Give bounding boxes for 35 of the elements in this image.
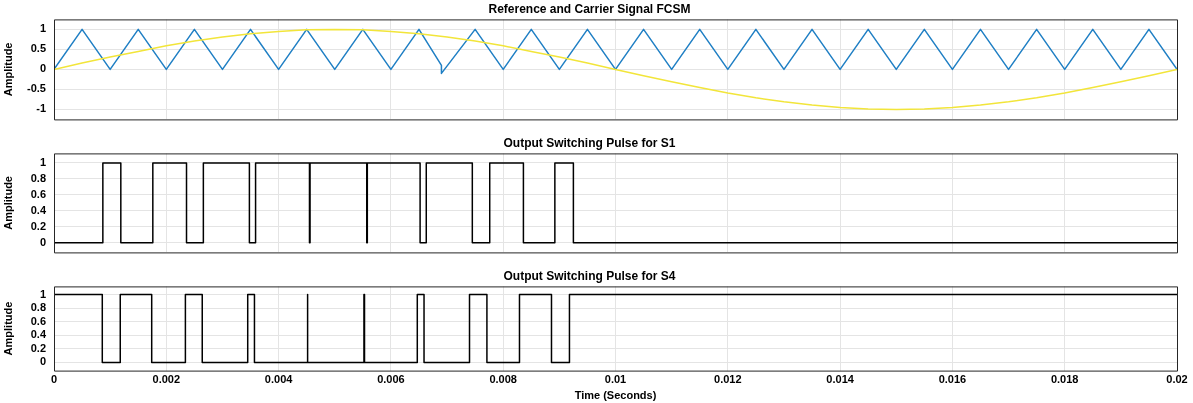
y-tick-label: 0.4 (30, 328, 47, 341)
chart-title: Output Switching Pulse for S1 (503, 135, 676, 150)
y-tick-label: 0.8 (30, 171, 46, 184)
x-tick-label: 0.016 (938, 373, 967, 386)
y-tick-label: -1 (36, 102, 46, 115)
chart-title: Output Switching Pulse for S4 (503, 268, 676, 283)
y-tick-label: 1 (39, 156, 46, 169)
chart-title: Reference and Carrier Signal FCSM (488, 1, 691, 16)
x-tick-label: 0.008 (489, 373, 517, 386)
x-tick-label: 0.01 (604, 373, 627, 386)
y-axis-title: Amplitude (1, 301, 14, 356)
y-tick-label: 0.6 (30, 314, 46, 327)
y-tick-label: 1 (39, 287, 46, 300)
y-tick-label: 0 (39, 235, 46, 248)
y-axis-title: Amplitude (1, 176, 14, 230)
y-tick-label: 0.4 (30, 203, 47, 216)
x-tick-label: 0.004 (264, 373, 294, 386)
y-tick-label: 0.6 (30, 187, 46, 200)
x-tick-label: 0.002 (152, 373, 181, 386)
x-tick-label: 0 (50, 373, 58, 386)
x-tick-label: 0.006 (377, 373, 405, 386)
x-tick-label: 0.014 (826, 373, 855, 386)
x-tick-label: 0.018 (1050, 373, 1079, 386)
y-tick-label: 0.5 (30, 42, 46, 55)
y-tick-label: 0 (39, 62, 46, 75)
y-axis-title: Amplitude (1, 42, 14, 97)
y-tick-label: -0.5 (27, 82, 46, 95)
x-axis-title: Time (Seconds) (574, 389, 657, 402)
y-tick-label: 0.8 (30, 301, 46, 314)
y-tick-label: 0.2 (30, 219, 46, 232)
y-tick-label: 0 (39, 355, 46, 368)
y-tick-label: 1 (39, 22, 46, 35)
y-tick-label: 0.2 (30, 341, 46, 354)
x-tick-label: 0.02 (1166, 373, 1188, 386)
x-tick-label: 0.012 (714, 373, 742, 386)
